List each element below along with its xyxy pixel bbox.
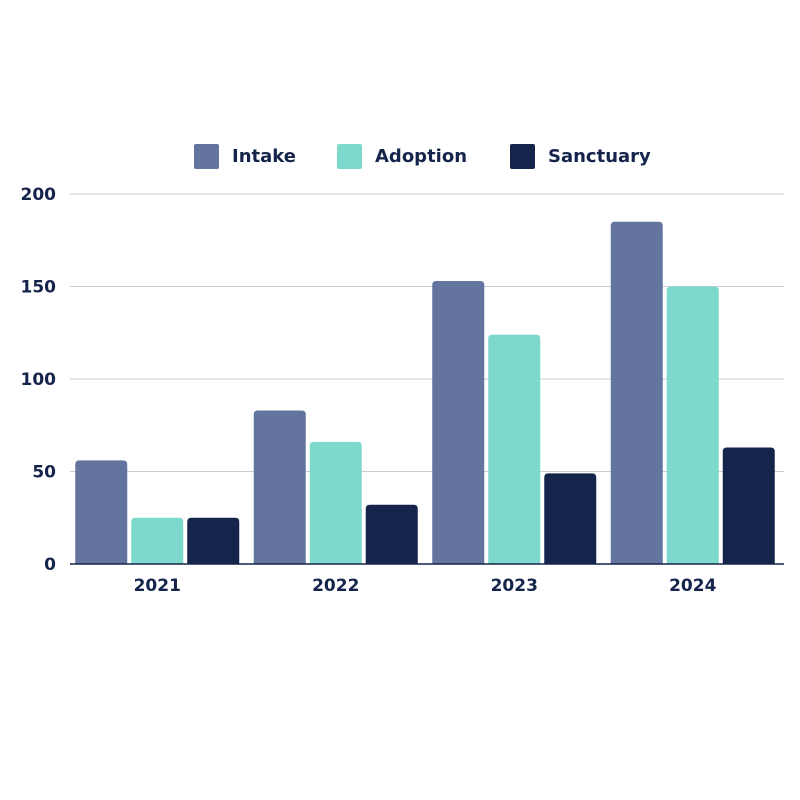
bar-sanctuary-2024 [722,447,775,564]
legend-label-sanctuary: Sanctuary [548,146,651,167]
gridlines [70,193,784,472]
bar-adoption-2023 [488,334,541,564]
bars [75,221,775,564]
bar-sanctuary-2021 [187,517,240,564]
bar-adoption-2021 [131,517,184,564]
bar-sanctuary-2022 [365,504,418,564]
x-tick-label: 2024 [669,576,716,596]
y-tick-label: 50 [32,463,56,483]
legend-swatch-sanctuary [510,144,535,169]
y-axis-tick-labels: 0 50 100 150 200 [21,185,57,575]
legend-label-intake: Intake [232,146,296,167]
y-tick-label: 150 [21,278,57,298]
bar-adoption-2024 [666,286,719,564]
bar-sanctuary-2023 [544,473,597,564]
bar-intake-2021 [75,460,128,564]
legend-label-adoption: Adoption [375,146,467,167]
x-tick-label: 2022 [312,576,359,596]
x-tick-label: 2021 [134,576,181,596]
bar-adoption-2022 [309,441,362,564]
legend-swatch-adoption [337,144,362,169]
y-tick-label: 200 [21,185,57,205]
x-tick-label: 2023 [491,576,538,596]
bar-intake-2023 [432,280,485,564]
legend: Intake Adoption Sanctuary [194,144,651,169]
bar-intake-2022 [253,410,306,564]
y-tick-label: 0 [44,555,56,575]
bar-intake-2024 [610,221,663,564]
legend-swatch-intake [194,144,219,169]
x-axis: 2021 2022 2023 2024 [70,563,784,596]
y-tick-label: 100 [21,370,57,390]
